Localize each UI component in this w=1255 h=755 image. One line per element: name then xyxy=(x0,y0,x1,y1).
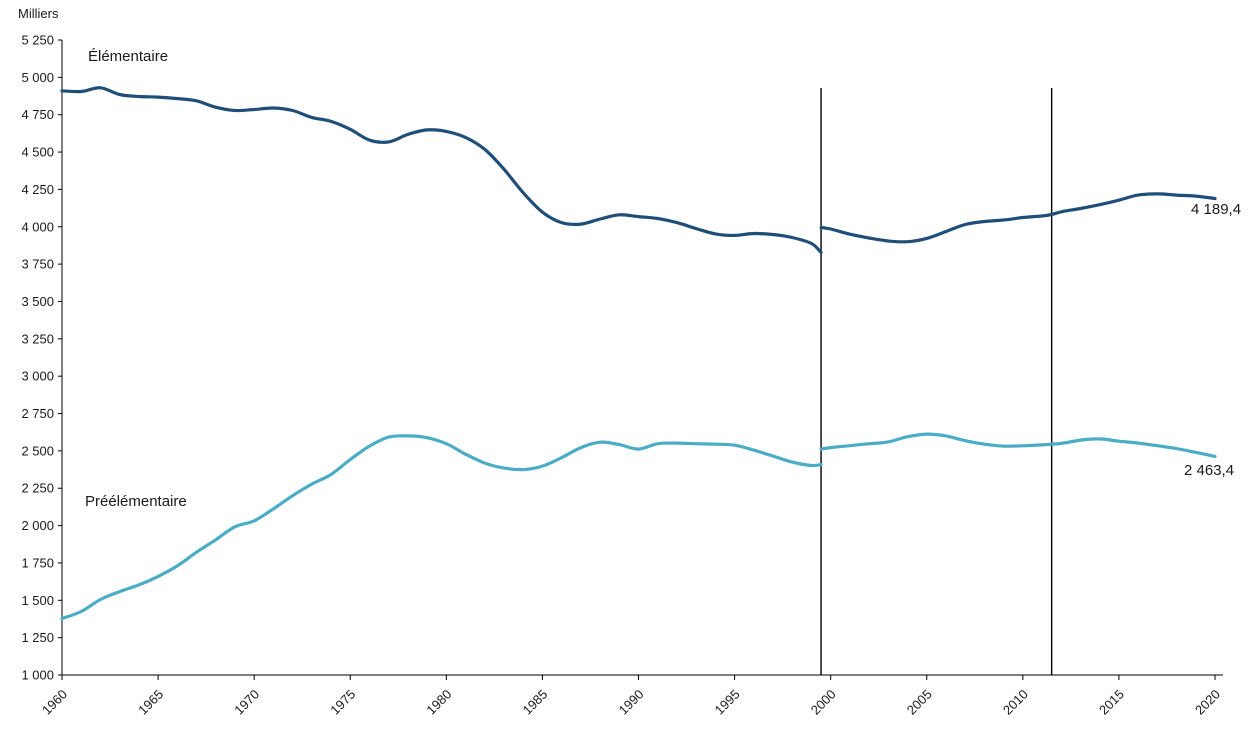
x-tick-label: 2020 xyxy=(1192,687,1223,718)
series-line-elementaire-segment-2 xyxy=(819,192,1217,244)
y-tick-label: 4 500 xyxy=(21,145,54,160)
y-tick-label: 3 750 xyxy=(21,257,54,272)
y-tick-label: 1 000 xyxy=(21,668,54,683)
x-tick-label: 1995 xyxy=(712,687,743,718)
y-axis-unit-label: Milliers xyxy=(18,6,59,21)
y-tick-label: 5 250 xyxy=(21,33,54,48)
y-tick-label: 3 250 xyxy=(21,331,54,346)
y-tick-label: 4 250 xyxy=(21,182,54,197)
y-tick-label: 4 000 xyxy=(21,219,54,234)
series-label-elementaire: Élémentaire xyxy=(88,48,169,65)
y-tick-label: 4 750 xyxy=(21,107,54,122)
y-tick-label: 3 000 xyxy=(21,369,54,384)
y-tick-label: 3 500 xyxy=(21,294,54,309)
series-label-preelementaire: Préélémentaire xyxy=(85,493,187,510)
y-tick-label: 2 500 xyxy=(21,443,54,458)
y-tick-label: 1 500 xyxy=(21,593,54,608)
y-tick-label: 5 000 xyxy=(21,70,54,85)
x-tick-label: 1975 xyxy=(327,687,358,718)
y-tick-label: 2 250 xyxy=(21,481,54,496)
series-line-elementaire-segment-1 xyxy=(60,86,823,255)
y-tick-label: 2 000 xyxy=(21,518,54,533)
x-tick-label: 1980 xyxy=(423,687,454,718)
series-line-preelementaire-segment-1 xyxy=(60,434,823,621)
x-tick-label: 2015 xyxy=(1096,687,1127,718)
x-tick-label: 1965 xyxy=(135,687,166,718)
x-tick-label: 1990 xyxy=(616,687,647,718)
series-line-preelementaire-segment-2 xyxy=(819,432,1217,458)
x-tick-label: 2000 xyxy=(808,687,839,718)
x-tick-label: 2010 xyxy=(1000,687,1031,718)
x-tick-label: 2005 xyxy=(904,687,935,718)
x-tick-label: 1970 xyxy=(231,687,262,718)
end-value-preelementaire: 2 463,4 xyxy=(1184,462,1235,479)
x-tick-label: 1985 xyxy=(519,687,550,718)
x-tick-label: 1960 xyxy=(39,687,70,718)
y-tick-label: 1 250 xyxy=(21,630,54,645)
y-tick-label: 1 750 xyxy=(21,555,54,570)
end-value-elementaire: 4 189,4 xyxy=(1191,201,1242,218)
y-tick-label: 2 750 xyxy=(21,406,54,421)
